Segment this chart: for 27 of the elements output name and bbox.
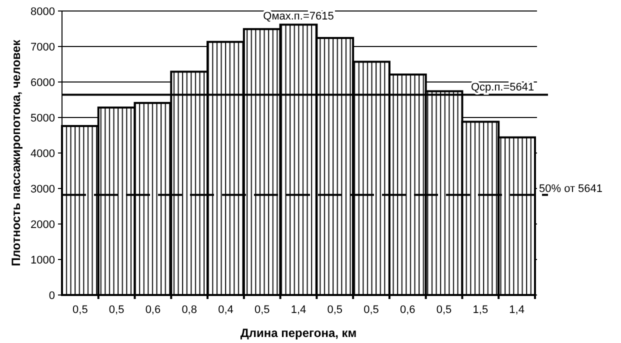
- x-tick-label: 0,5: [327, 304, 343, 316]
- y-tick-label: 7000: [30, 42, 55, 54]
- x-tick-label: 0,5: [364, 304, 379, 316]
- ref-line-label: Qср.п.=5641: [471, 82, 534, 94]
- y-tick-label: 4000: [30, 148, 55, 160]
- y-tick-label: 6000: [30, 77, 55, 89]
- y-tick-label: 3000: [30, 184, 55, 196]
- x-tick-label: 0,4: [218, 304, 234, 316]
- x-tick-label: 0,8: [182, 304, 197, 316]
- x-tick-label: 1,5: [472, 304, 488, 316]
- x-tick-label: 0,5: [108, 304, 124, 316]
- annotation: Qмах.п.=7615: [263, 10, 334, 23]
- x-tick-label: 0,6: [400, 304, 416, 316]
- x-tick-label: 0,5: [436, 304, 452, 316]
- y-tick-label: 8000: [30, 6, 55, 18]
- y-axis-title: Плотность пассажиропотока, человек: [9, 38, 23, 266]
- y-tick-label: 5000: [30, 112, 55, 124]
- x-tick-label: 1,4: [290, 304, 306, 316]
- x-tick-label: 1,4: [509, 304, 524, 316]
- x-axis-title: Длина перегона, км: [240, 326, 357, 340]
- y-tick-label: 2000: [30, 219, 55, 231]
- ref-line-label: 50% от 5641: [539, 182, 603, 195]
- y-tick-label: 0: [48, 290, 55, 302]
- x-tick-label: 0,5: [254, 304, 270, 316]
- x-tick-label: 0,6: [145, 304, 161, 316]
- y-tick-label: 1000: [30, 254, 55, 266]
- x-tick-label: 0,5: [72, 304, 88, 316]
